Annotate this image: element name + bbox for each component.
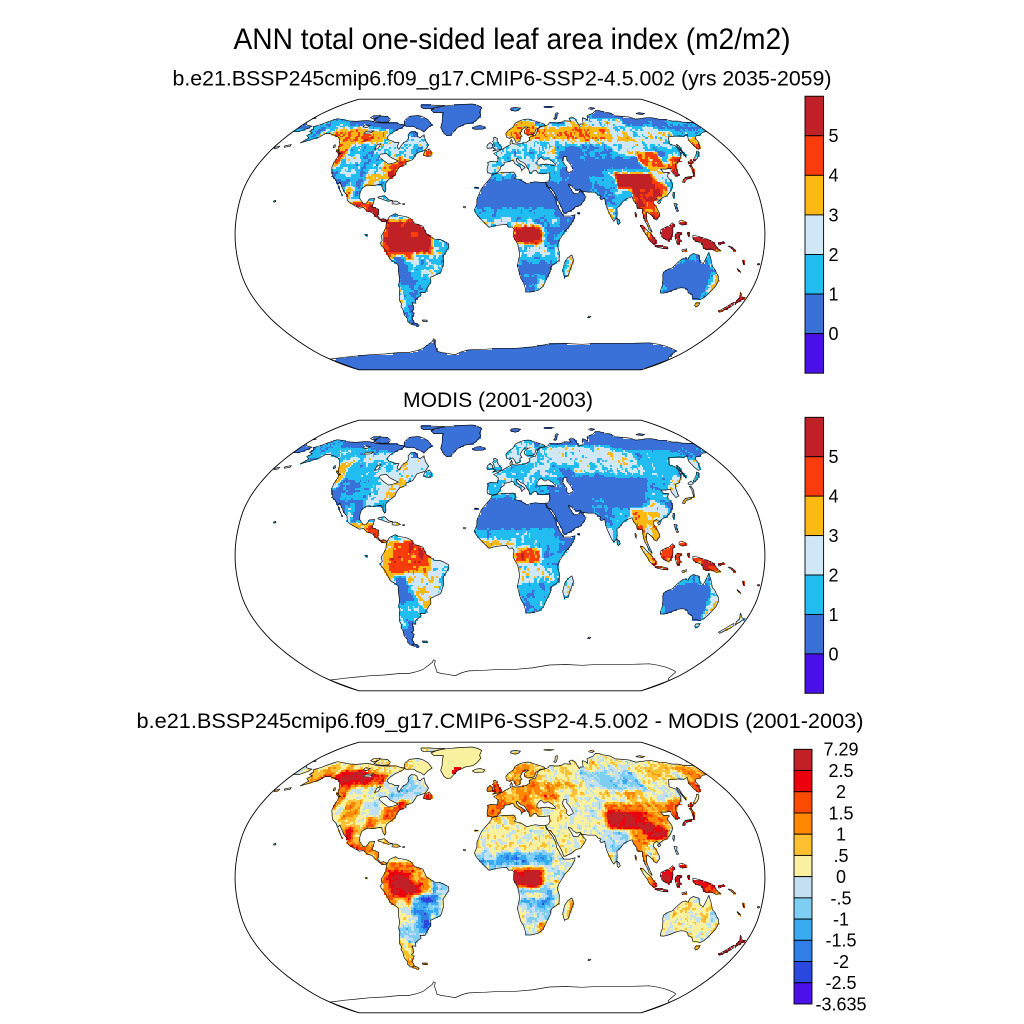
svg-text:2.5: 2.5 — [828, 761, 853, 781]
svg-text:1.5: 1.5 — [828, 803, 853, 823]
svg-text:MODIS (2001-2003): MODIS (2001-2003) — [403, 388, 593, 412]
svg-text:b.e21.BSSP245cmip6.f09_g17.CMI: b.e21.BSSP245cmip6.f09_g17.CMIP6-SSP2-4.… — [137, 709, 864, 733]
svg-text:-1: -1 — [833, 910, 849, 930]
svg-text:5: 5 — [829, 126, 839, 146]
svg-text:5: 5 — [829, 447, 839, 467]
svg-text:0: 0 — [836, 867, 846, 887]
svg-text:4: 4 — [829, 166, 839, 186]
svg-text:-2: -2 — [833, 952, 849, 972]
svg-text:7.29: 7.29 — [823, 740, 858, 760]
svg-text:b.e21.BSSP245cmip6.f09_g17.CMI: b.e21.BSSP245cmip6.f09_g17.CMIP6-SSP2-4.… — [173, 67, 832, 91]
svg-text:-.5: -.5 — [830, 888, 851, 908]
svg-text:2: 2 — [829, 245, 839, 265]
svg-text:1: 1 — [829, 285, 839, 305]
svg-text:1: 1 — [829, 605, 839, 625]
svg-text:4: 4 — [829, 487, 839, 507]
svg-text:-1.5: -1.5 — [825, 931, 856, 951]
svg-text:3: 3 — [829, 526, 839, 546]
svg-text:0: 0 — [829, 644, 839, 664]
svg-text:-2.5: -2.5 — [825, 973, 856, 993]
svg-text:-3.635: -3.635 — [815, 994, 866, 1014]
svg-text:2: 2 — [836, 782, 846, 802]
svg-text:1: 1 — [836, 825, 846, 845]
svg-text:2: 2 — [829, 565, 839, 585]
svg-text:ANN total one-sided leaf area: ANN total one-sided leaf area index (m2/… — [234, 23, 791, 56]
svg-text:0: 0 — [829, 324, 839, 344]
svg-text:.5: .5 — [833, 846, 848, 866]
svg-text:3: 3 — [829, 205, 839, 225]
